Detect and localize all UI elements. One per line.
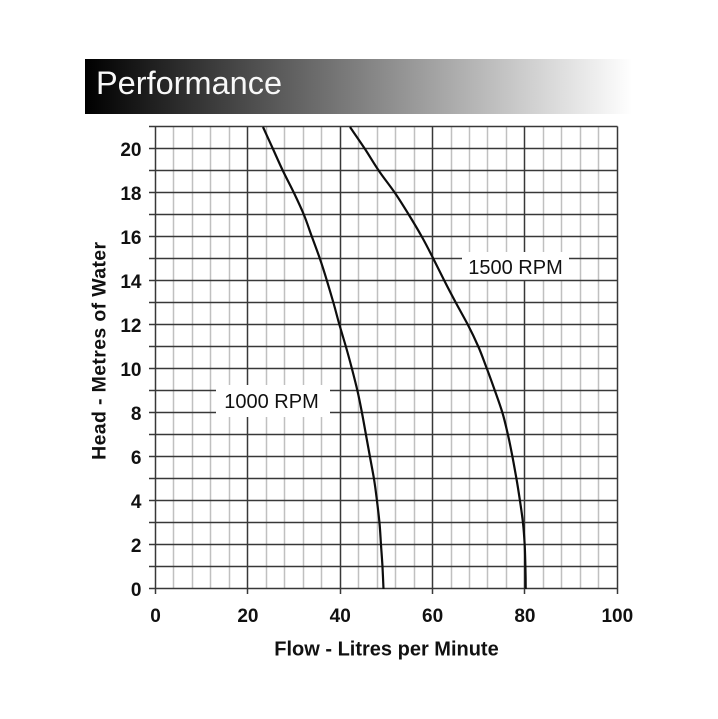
svg-text:12: 12: [120, 316, 141, 337]
svg-text:18: 18: [120, 184, 141, 205]
svg-text:40: 40: [330, 606, 351, 627]
svg-text:60: 60: [422, 606, 443, 627]
svg-text:Head - Metres of Water: Head - Metres of Water: [89, 242, 111, 460]
svg-text:20: 20: [120, 140, 141, 161]
svg-text:6: 6: [131, 448, 142, 469]
svg-text:80: 80: [514, 606, 535, 627]
svg-text:1000 RPM: 1000 RPM: [224, 391, 319, 413]
svg-text:10: 10: [120, 360, 141, 381]
svg-text:14: 14: [120, 272, 142, 293]
svg-text:100: 100: [601, 606, 633, 627]
svg-text:0: 0: [150, 606, 161, 627]
svg-text:0: 0: [131, 580, 142, 601]
svg-text:1500 RPM: 1500 RPM: [468, 257, 563, 279]
svg-text:20: 20: [237, 606, 258, 627]
svg-text:Flow - Litres per Minute: Flow - Litres per Minute: [274, 638, 498, 660]
svg-text:8: 8: [131, 404, 142, 425]
svg-text:16: 16: [120, 228, 141, 249]
svg-text:4: 4: [131, 492, 142, 513]
svg-text:2: 2: [131, 536, 142, 557]
